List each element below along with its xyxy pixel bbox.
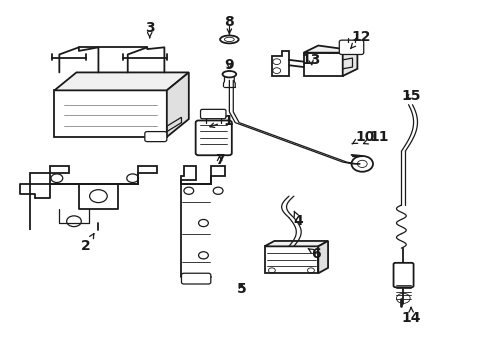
Polygon shape [265, 241, 328, 246]
FancyBboxPatch shape [200, 109, 226, 119]
Polygon shape [304, 53, 343, 76]
Text: 12: 12 [350, 30, 371, 49]
Polygon shape [343, 51, 357, 76]
Text: 5: 5 [237, 282, 246, 296]
Text: 10: 10 [352, 130, 374, 144]
FancyBboxPatch shape [196, 121, 232, 155]
FancyBboxPatch shape [393, 263, 414, 287]
Text: 11: 11 [364, 130, 389, 144]
Text: 1: 1 [210, 114, 233, 128]
Polygon shape [167, 72, 189, 137]
Polygon shape [54, 90, 167, 137]
Polygon shape [318, 241, 328, 273]
FancyBboxPatch shape [181, 273, 211, 284]
Text: 8: 8 [224, 15, 234, 33]
Polygon shape [304, 45, 357, 53]
Polygon shape [30, 166, 157, 230]
Polygon shape [181, 166, 225, 277]
Text: 4: 4 [294, 211, 304, 228]
FancyBboxPatch shape [145, 132, 167, 141]
Polygon shape [272, 51, 289, 76]
Text: 2: 2 [81, 234, 94, 253]
Text: 9: 9 [224, 58, 234, 72]
Text: 3: 3 [145, 21, 154, 37]
Text: 7: 7 [215, 153, 224, 167]
FancyBboxPatch shape [339, 40, 364, 54]
Polygon shape [265, 246, 318, 273]
Text: 13: 13 [301, 53, 320, 67]
Text: 14: 14 [401, 307, 421, 325]
Polygon shape [54, 72, 189, 90]
Text: 15: 15 [401, 89, 421, 103]
Text: 6: 6 [308, 247, 320, 261]
